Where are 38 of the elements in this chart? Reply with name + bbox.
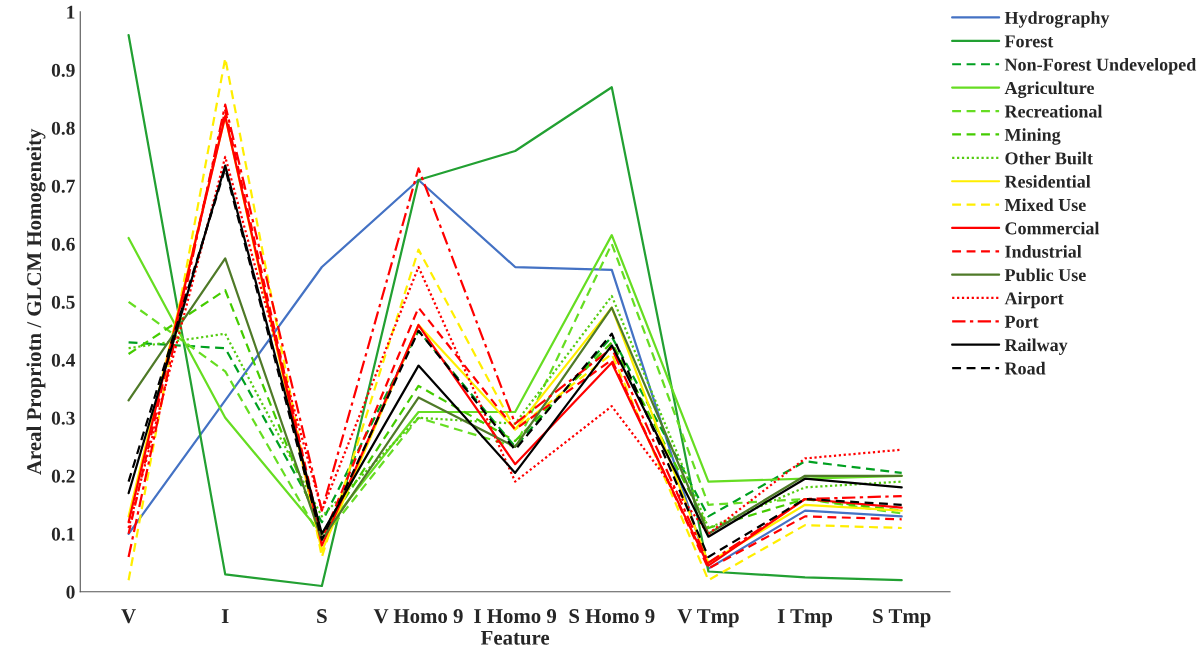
legend-label: Mixed Use: [1004, 198, 1086, 212]
legend-label: Hydrography: [1004, 11, 1110, 28]
y-tick-label: 0.2: [51, 469, 75, 483]
y-tick-label: 0.5: [51, 295, 75, 309]
legend-label: Other Built: [1005, 151, 1093, 165]
legend-label: Industrial: [1005, 245, 1082, 258]
y-tick-label: 1: [67, 5, 75, 19]
legend-label: Railway: [1004, 338, 1068, 355]
legend-label: Commercial: [1005, 221, 1100, 235]
x-tick-label: V Homo 9: [373, 609, 463, 624]
x-tick-label: I Tmp: [777, 609, 833, 628]
legend-label: Road: [1004, 361, 1046, 375]
legend-label: Non-Forest Undeveloped: [1004, 58, 1197, 75]
x-tick-label: S: [317, 609, 327, 624]
y-tick-label: 0.1: [51, 527, 75, 541]
x-tick-label: V: [121, 609, 136, 624]
y-axis-title: Areal Propriotn / GLCM Homogeneity: [26, 128, 46, 475]
y-tick-label: 0.8: [51, 121, 75, 135]
y-tick-label: 0.4: [51, 353, 76, 367]
legend-label: Agriculture: [1004, 81, 1094, 98]
x-tick-label: S Homo 9: [569, 609, 655, 624]
y-tick-label: 0: [66, 585, 75, 599]
y-tick-label: 0.3: [51, 411, 75, 425]
legend-label: Public Use: [1004, 268, 1086, 282]
legend-label: Recreational: [1004, 104, 1103, 118]
x-tick-label: I: [221, 609, 229, 623]
legend-label: Residential: [1004, 175, 1091, 188]
y-tick-label: 0.9: [51, 63, 75, 77]
x-tick-label: I Homo 9: [474, 609, 557, 624]
x-axis-title: Feature: [480, 630, 550, 645]
legend-label: Forest: [1004, 35, 1054, 48]
y-tick-label: 0.6: [51, 237, 75, 251]
legend-label: Port: [1004, 315, 1039, 328]
x-tick-label: V Tmp: [677, 609, 739, 628]
legend-label: Mining: [1004, 128, 1061, 145]
y-tick-label: 0.7: [51, 179, 75, 193]
legend-label: Airport: [1004, 291, 1064, 309]
x-tick-label: S Tmp: [873, 609, 931, 628]
